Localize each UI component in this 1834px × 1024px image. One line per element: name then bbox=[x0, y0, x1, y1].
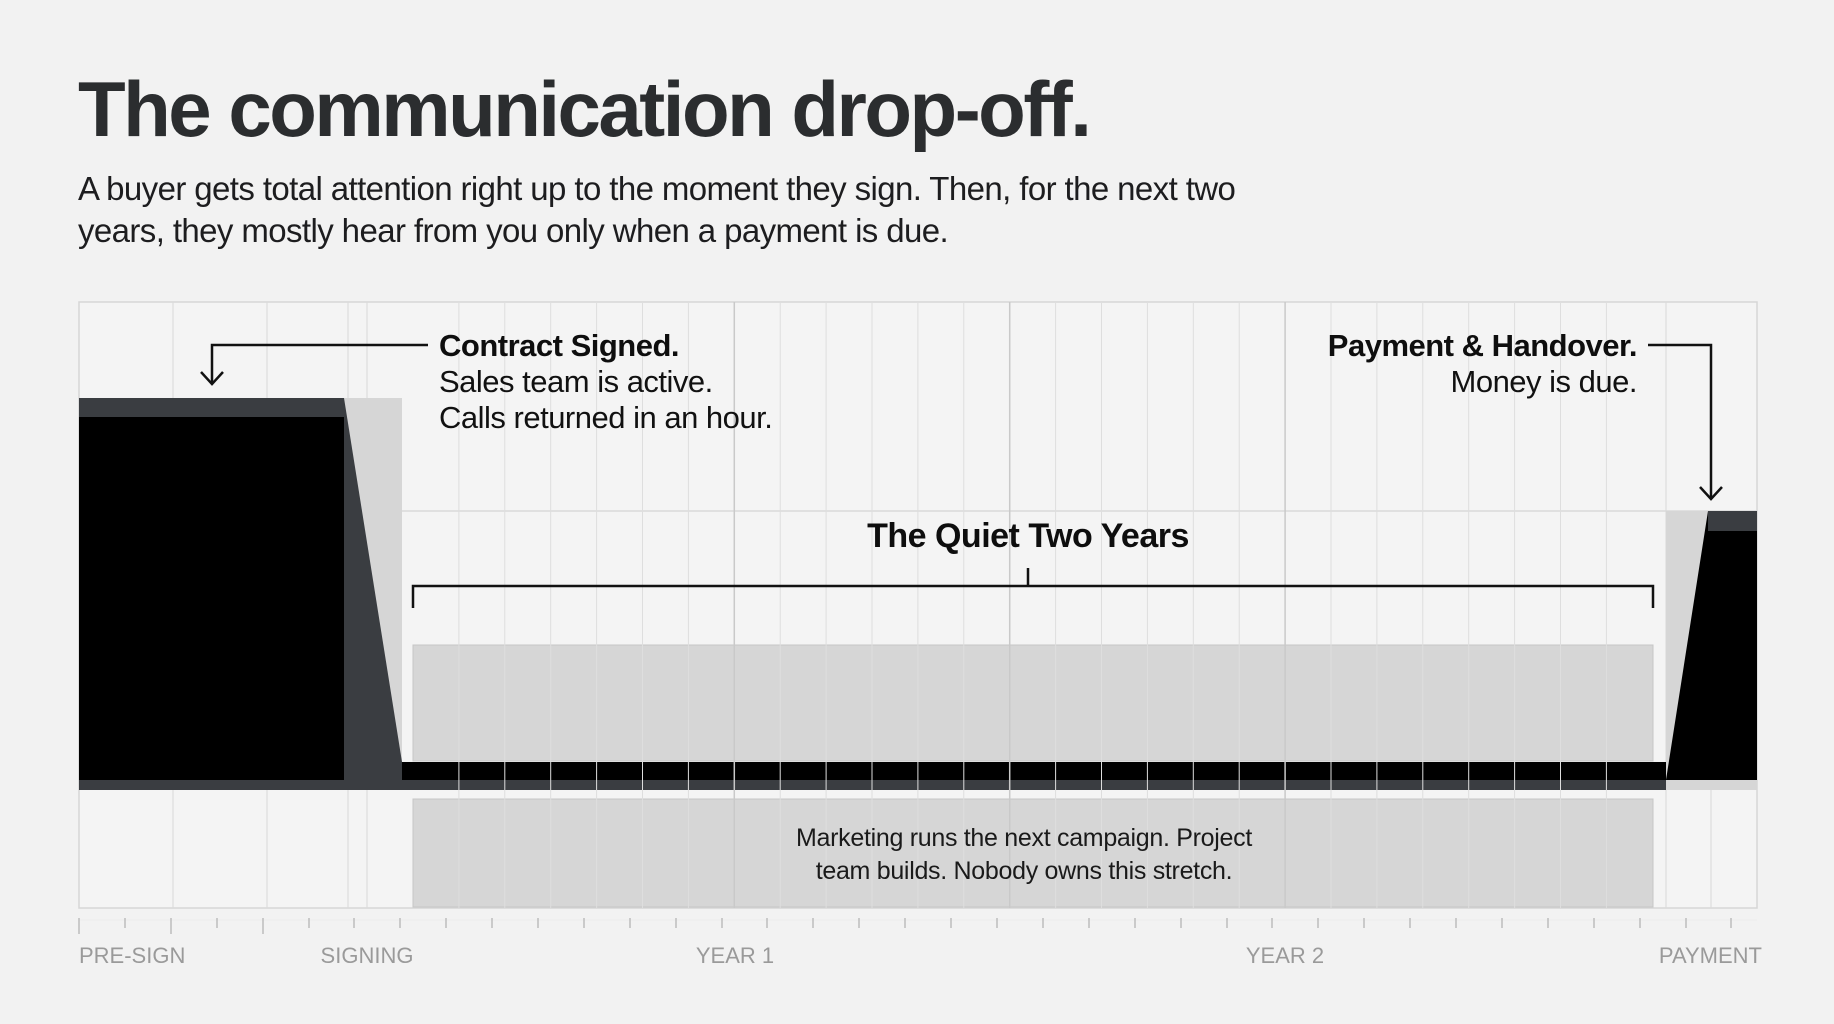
timeline-label-payment: PAYMENT bbox=[1659, 943, 1762, 968]
quiet-two-years-label: The Quiet Two Years bbox=[867, 517, 1189, 555]
timeline-label-year-2: YEAR 2 bbox=[1246, 943, 1324, 968]
quiet-two-years-bracket: The Quiet Two Years bbox=[411, 517, 1655, 608]
pre-sign-attention-block bbox=[79, 398, 344, 781]
contract-callout: Contract Signed. Sales team is active. C… bbox=[200, 328, 773, 435]
stretch-note-line-1: Marketing runs the next campaign. Projec… bbox=[796, 824, 1252, 852]
payment-arrowhead bbox=[1699, 486, 1723, 501]
contract-callout-line-1: Sales team is active. bbox=[439, 364, 713, 399]
quiet-period-band bbox=[412, 644, 1654, 762]
signing-drop bbox=[344, 398, 402, 790]
payment-callout-heading: Payment & Handover. bbox=[1328, 328, 1637, 363]
timeline-label-signing: SIGNING bbox=[321, 943, 414, 968]
timeline-label-pre-sign: PRE-SIGN bbox=[79, 943, 185, 968]
page-subtitle: A buyer gets total attention right up to… bbox=[78, 170, 1236, 249]
timeline-labels: PRE-SIGN SIGNING YEAR 1 YEAR 2 PAYMENT bbox=[79, 943, 1762, 968]
timeline-label-year-1: YEAR 1 bbox=[696, 943, 774, 968]
contract-callout-arrow bbox=[210, 343, 428, 382]
payment-callout: Payment & Handover. Money is due. bbox=[1328, 328, 1723, 501]
contract-callout-heading: Contract Signed. bbox=[439, 328, 679, 363]
payment-callout-arrow bbox=[1648, 343, 1713, 498]
stretch-note-panel bbox=[412, 798, 1654, 908]
stretch-note-line-2: team builds. Nobody owns this stretch. bbox=[816, 857, 1233, 885]
page-title: The communication drop-off. bbox=[78, 65, 1092, 153]
contract-arrowhead bbox=[200, 371, 224, 386]
contract-callout-line-2: Calls returned in an hour. bbox=[439, 400, 772, 435]
timeline-axis bbox=[78, 918, 1757, 934]
payment-callout-line-1: Money is due. bbox=[1451, 364, 1638, 399]
payment-spike bbox=[1666, 511, 1757, 790]
grid-overlay bbox=[458, 302, 1607, 908]
